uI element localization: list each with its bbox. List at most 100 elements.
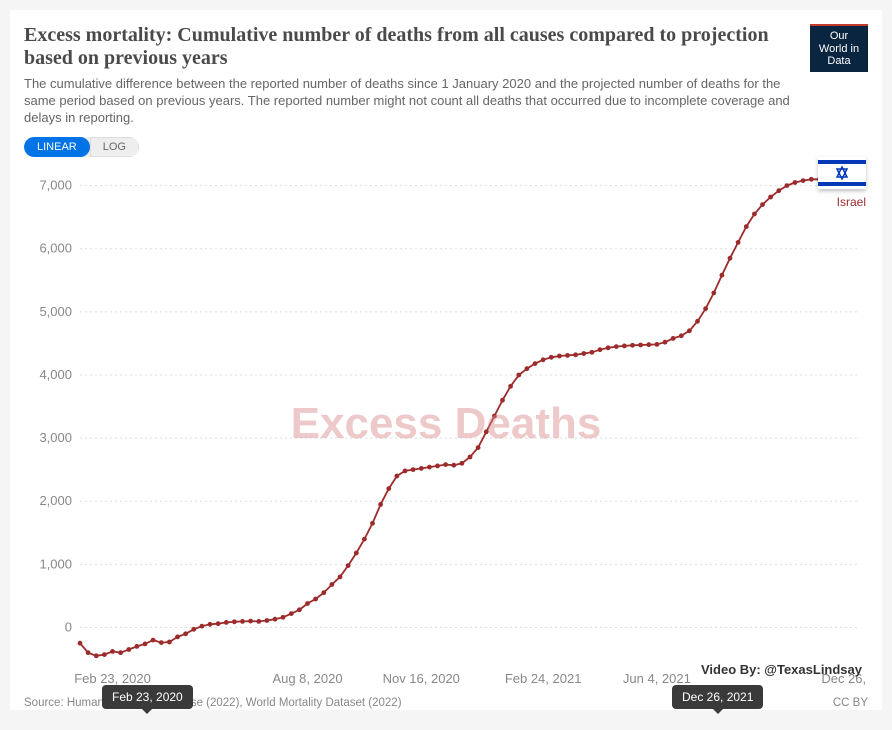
series-marker[interactable] bbox=[533, 361, 538, 366]
series-marker[interactable] bbox=[736, 240, 741, 245]
series-marker[interactable] bbox=[94, 653, 99, 658]
series-marker[interactable] bbox=[200, 623, 205, 628]
license-text[interactable]: CC BY bbox=[833, 697, 868, 709]
series-marker[interactable] bbox=[801, 178, 806, 183]
series-marker[interactable] bbox=[151, 637, 156, 642]
series-marker[interactable] bbox=[671, 336, 676, 341]
series-marker[interactable] bbox=[338, 574, 343, 579]
series-marker[interactable] bbox=[638, 342, 643, 347]
series-marker[interactable] bbox=[208, 622, 213, 627]
series-marker[interactable] bbox=[687, 328, 692, 333]
series-marker[interactable] bbox=[451, 462, 456, 467]
series-marker[interactable] bbox=[776, 188, 781, 193]
series-marker[interactable] bbox=[614, 344, 619, 349]
series-marker[interactable] bbox=[720, 272, 725, 277]
israel-flag-icon bbox=[818, 157, 866, 189]
series-marker[interactable] bbox=[525, 366, 530, 371]
series-marker[interactable] bbox=[809, 177, 814, 182]
series-marker[interactable] bbox=[240, 619, 245, 624]
series-marker[interactable] bbox=[711, 290, 716, 295]
series-marker[interactable] bbox=[508, 384, 513, 389]
linear-button[interactable]: LINEAR bbox=[24, 137, 90, 157]
series-marker[interactable] bbox=[435, 463, 440, 468]
series-marker[interactable] bbox=[321, 590, 326, 595]
series-marker[interactable] bbox=[541, 357, 546, 362]
series-marker[interactable] bbox=[395, 473, 400, 478]
log-button[interactable]: LOG bbox=[90, 137, 139, 157]
series-marker[interactable] bbox=[354, 550, 359, 555]
series-marker[interactable] bbox=[557, 353, 562, 358]
series-marker[interactable] bbox=[386, 486, 391, 491]
series-marker[interactable] bbox=[126, 647, 131, 652]
series-marker[interactable] bbox=[443, 462, 448, 467]
series-marker[interactable] bbox=[419, 466, 424, 471]
series-marker[interactable] bbox=[78, 640, 83, 645]
series-marker[interactable] bbox=[581, 351, 586, 356]
series-marker[interactable] bbox=[118, 650, 123, 655]
series-marker[interactable] bbox=[289, 611, 294, 616]
time-end-tooltip[interactable]: Dec 26, 2021 bbox=[672, 685, 763, 709]
series-marker[interactable] bbox=[102, 652, 107, 657]
series-marker[interactable] bbox=[630, 343, 635, 348]
series-marker[interactable] bbox=[256, 619, 261, 624]
series-marker[interactable] bbox=[492, 413, 497, 418]
series-marker[interactable] bbox=[135, 644, 140, 649]
series-marker[interactable] bbox=[370, 521, 375, 526]
series-marker[interactable] bbox=[378, 502, 383, 507]
series-marker[interactable] bbox=[143, 641, 148, 646]
series-marker[interactable] bbox=[183, 631, 188, 636]
series-marker[interactable] bbox=[346, 563, 351, 568]
series-marker[interactable] bbox=[598, 347, 603, 352]
chart-svg: 01,0002,0003,0004,0005,0006,0007,000Feb … bbox=[24, 163, 868, 693]
series-marker[interactable] bbox=[248, 618, 253, 623]
series-marker[interactable] bbox=[760, 202, 765, 207]
series-marker[interactable] bbox=[191, 627, 196, 632]
series-marker[interactable] bbox=[110, 649, 115, 654]
series-marker[interactable] bbox=[167, 639, 172, 644]
series-marker[interactable] bbox=[273, 616, 278, 621]
series-marker[interactable] bbox=[232, 619, 237, 624]
series-marker[interactable] bbox=[655, 342, 660, 347]
series-marker[interactable] bbox=[785, 183, 790, 188]
series-marker[interactable] bbox=[500, 397, 505, 402]
series-marker[interactable] bbox=[549, 355, 554, 360]
series-marker[interactable] bbox=[305, 601, 310, 606]
series-marker[interactable] bbox=[663, 339, 668, 344]
series-marker[interactable] bbox=[403, 468, 408, 473]
series-marker[interactable] bbox=[744, 224, 749, 229]
series-marker[interactable] bbox=[216, 621, 221, 626]
series-marker[interactable] bbox=[175, 634, 180, 639]
series-marker[interactable] bbox=[468, 454, 473, 459]
series-marker[interactable] bbox=[460, 461, 465, 466]
series-marker[interactable] bbox=[752, 211, 757, 216]
owid-logo[interactable]: Our World in Data bbox=[810, 24, 868, 72]
series-marker[interactable] bbox=[768, 194, 773, 199]
series-marker[interactable] bbox=[224, 620, 229, 625]
series-marker[interactable] bbox=[573, 352, 578, 357]
series-marker[interactable] bbox=[362, 536, 367, 541]
series-marker[interactable] bbox=[646, 342, 651, 347]
series-marker[interactable] bbox=[265, 618, 270, 623]
series-marker[interactable] bbox=[476, 445, 481, 450]
plot-area: 01,0002,0003,0004,0005,0006,0007,000Feb … bbox=[24, 163, 868, 693]
series-marker[interactable] bbox=[297, 607, 302, 612]
series-marker[interactable] bbox=[590, 350, 595, 355]
series-marker[interactable] bbox=[679, 333, 684, 338]
time-start-tooltip[interactable]: Feb 23, 2020 bbox=[102, 685, 193, 709]
series-marker[interactable] bbox=[411, 467, 416, 472]
series-marker[interactable] bbox=[427, 464, 432, 469]
series-marker[interactable] bbox=[330, 582, 335, 587]
series-marker[interactable] bbox=[484, 429, 489, 434]
series-marker[interactable] bbox=[281, 615, 286, 620]
series-marker[interactable] bbox=[565, 353, 570, 358]
series-marker[interactable] bbox=[793, 180, 798, 185]
series-marker[interactable] bbox=[695, 319, 700, 324]
series-marker[interactable] bbox=[606, 345, 611, 350]
series-marker[interactable] bbox=[622, 343, 627, 348]
series-marker[interactable] bbox=[728, 255, 733, 260]
series-marker[interactable] bbox=[313, 596, 318, 601]
series-marker[interactable] bbox=[159, 640, 164, 645]
series-marker[interactable] bbox=[703, 306, 708, 311]
series-marker[interactable] bbox=[86, 650, 91, 655]
series-marker[interactable] bbox=[516, 372, 521, 377]
